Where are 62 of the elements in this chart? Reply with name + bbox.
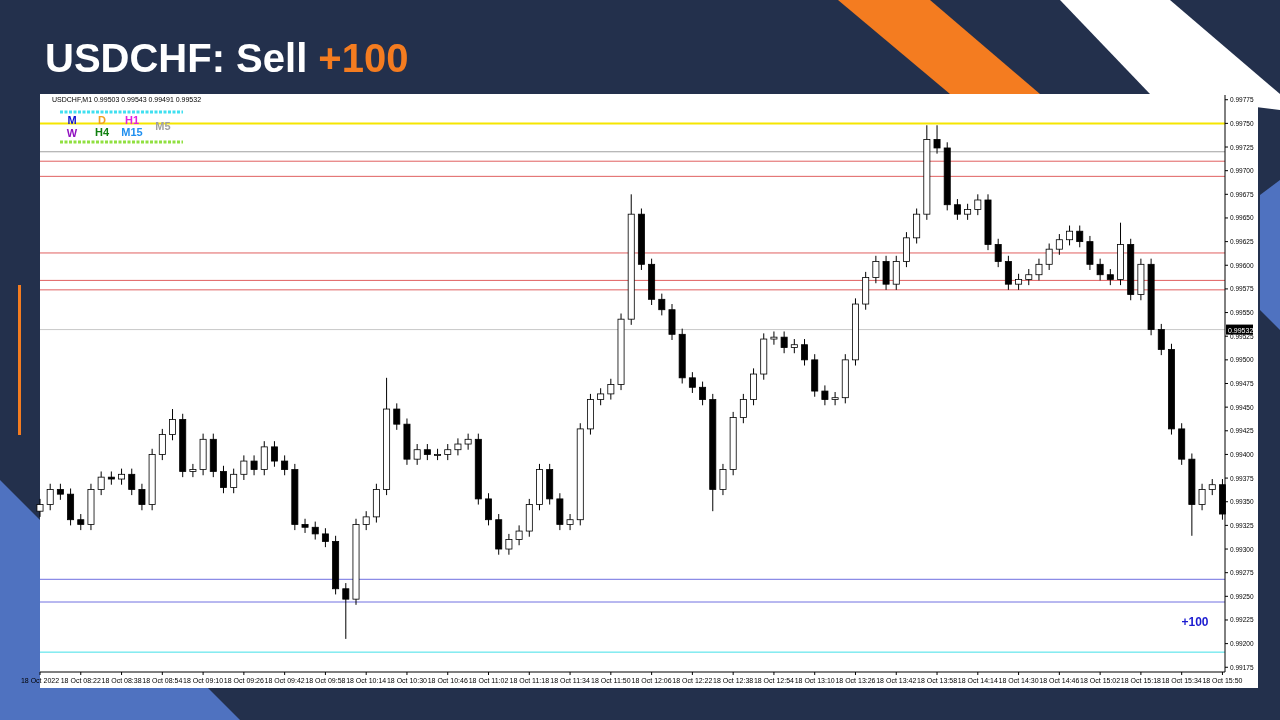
candlestick	[281, 454, 289, 476]
candlestick	[1045, 243, 1053, 271]
candlestick	[780, 330, 788, 354]
candlestick	[158, 428, 166, 461]
candlestick	[189, 463, 197, 478]
candlestick	[882, 255, 890, 291]
candlestick	[362, 510, 370, 531]
candlestick	[688, 371, 696, 394]
candlestick	[1076, 225, 1084, 248]
candlestick	[505, 533, 513, 556]
candlestick	[1066, 225, 1074, 246]
chart-title: USDCHF: Sell +100	[45, 36, 409, 80]
candlestick	[974, 193, 982, 216]
candlestick	[770, 330, 778, 346]
candlestick	[220, 465, 227, 494]
candlestick	[658, 293, 666, 316]
candlestick	[953, 198, 961, 221]
candlestick	[1096, 258, 1104, 281]
candlestick	[515, 524, 523, 546]
candlestick	[260, 440, 268, 476]
candlestick	[128, 468, 136, 496]
candlestick	[994, 238, 1002, 268]
candlestick	[801, 338, 808, 367]
candlestick	[46, 483, 54, 511]
candlestick	[321, 527, 329, 548]
candlestick	[821, 384, 829, 406]
candlestick	[1035, 258, 1043, 281]
annotation: W	[66, 127, 78, 139]
candlestick	[464, 433, 472, 451]
candlestick	[566, 513, 574, 531]
candlestick	[270, 440, 278, 468]
candlestick	[1157, 323, 1165, 356]
candlestick	[342, 582, 350, 640]
candlestick	[485, 492, 492, 526]
candlestick	[393, 402, 401, 431]
candlestick	[1086, 235, 1094, 271]
candlestick	[719, 463, 727, 496]
candlestick	[301, 518, 309, 534]
candlestick	[872, 255, 880, 284]
candlestick	[892, 255, 900, 291]
annotation: M15	[121, 126, 143, 138]
candlestick	[739, 393, 747, 424]
candlestick	[1198, 483, 1206, 511]
candlestick	[699, 381, 707, 406]
candlestick	[97, 470, 105, 496]
candlestick	[831, 391, 839, 406]
annotation: H4	[94, 126, 110, 138]
candlestick	[240, 454, 248, 481]
candlestick	[413, 443, 421, 466]
candlestick	[230, 468, 238, 494]
annotation: M	[67, 114, 77, 126]
candlestick	[902, 231, 910, 268]
candlestick	[607, 378, 615, 401]
candlestick	[913, 208, 921, 245]
candlestick	[1055, 233, 1063, 256]
candlestick	[1004, 255, 1012, 291]
candlestick	[933, 124, 941, 155]
candlestick	[454, 437, 462, 456]
candlestick	[250, 454, 258, 476]
candlestick	[169, 408, 176, 441]
candlestick	[138, 483, 146, 511]
annotation: +100	[1181, 615, 1209, 629]
